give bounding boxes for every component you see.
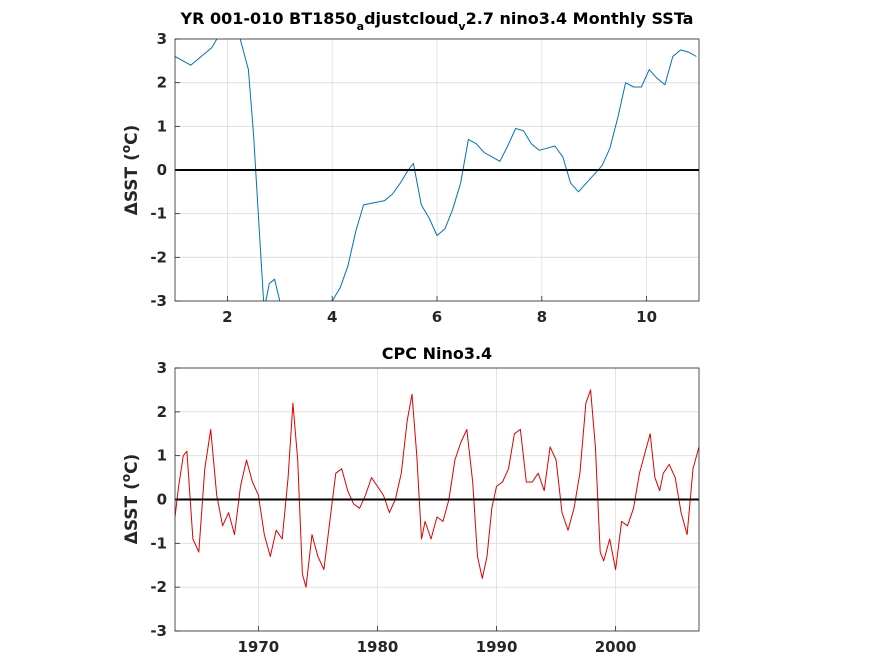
bottom-chart-series-line [175,389,699,588]
top-chart-x-tick-label: 4 [327,308,337,326]
top-chart-y-ticks: -3 -2 -1 0 1 2 3 [150,30,180,310]
bottom-chart-axes-box [174,367,700,632]
top-chart-y-axis-label: ΔSST (oC) [119,125,142,216]
top-chart-series-line [175,39,697,301]
bottom-chart-x-tick-label: 1990 [476,638,518,656]
top-chart-plot-area [175,39,699,301]
top-chart-y-tick-label: -1 [150,205,167,223]
top-chart-x-tick-label: 2 [222,308,232,326]
bottom-chart-x-ticks: 1970 1980 1990 2000 [237,626,637,656]
bottom-chart-y-tick-label: -2 [150,578,167,596]
bottom-chart-y-tick-label: -3 [150,622,167,640]
bottom-chart-y-tick-label: -1 [150,534,167,552]
top-chart-y-tick-label: -3 [150,292,167,310]
top-chart: YR 001-010 BT1850adjustcloudv2.7 nino3.4… [119,9,700,326]
bottom-chart-x-tick-label: 1980 [357,638,399,656]
bottom-chart-y-ticks: -3 -2 -1 0 1 2 3 [150,359,180,640]
top-chart-y-tick-label: 2 [157,74,167,92]
bottom-chart-y-tick-label: 3 [157,359,167,377]
bottom-chart-y-tick-label: 0 [157,491,167,509]
top-chart-y-tick-label: 3 [157,30,167,48]
top-chart-x-tick-label: 8 [537,308,547,326]
top-chart-title: YR 001-010 BT1850adjustcloudv2.7 nino3.4… [180,9,694,33]
top-chart-y-tick-label: 1 [157,117,167,135]
top-chart-y-tick-label: 0 [157,161,167,179]
top-chart-axes-box [174,38,700,302]
bottom-chart-y-tick-label: 1 [157,447,167,465]
bottom-chart-y-axis-label: ΔSST (oC) [119,454,142,545]
top-chart-y-tick-label: -2 [150,248,167,266]
top-chart-x-tick-label: 10 [636,308,657,326]
top-chart-x-tick-label: 6 [432,308,442,326]
bottom-chart-title: CPC Nino3.4 [382,344,492,363]
bottom-chart-x-tick-label: 1970 [237,638,279,656]
bottom-chart-plot-area [175,389,699,588]
bottom-chart-x-tick-label: 2000 [595,638,637,656]
bottom-chart-y-tick-label: 2 [157,403,167,421]
top-chart-x-ticks: 2 4 6 8 10 [222,296,657,326]
